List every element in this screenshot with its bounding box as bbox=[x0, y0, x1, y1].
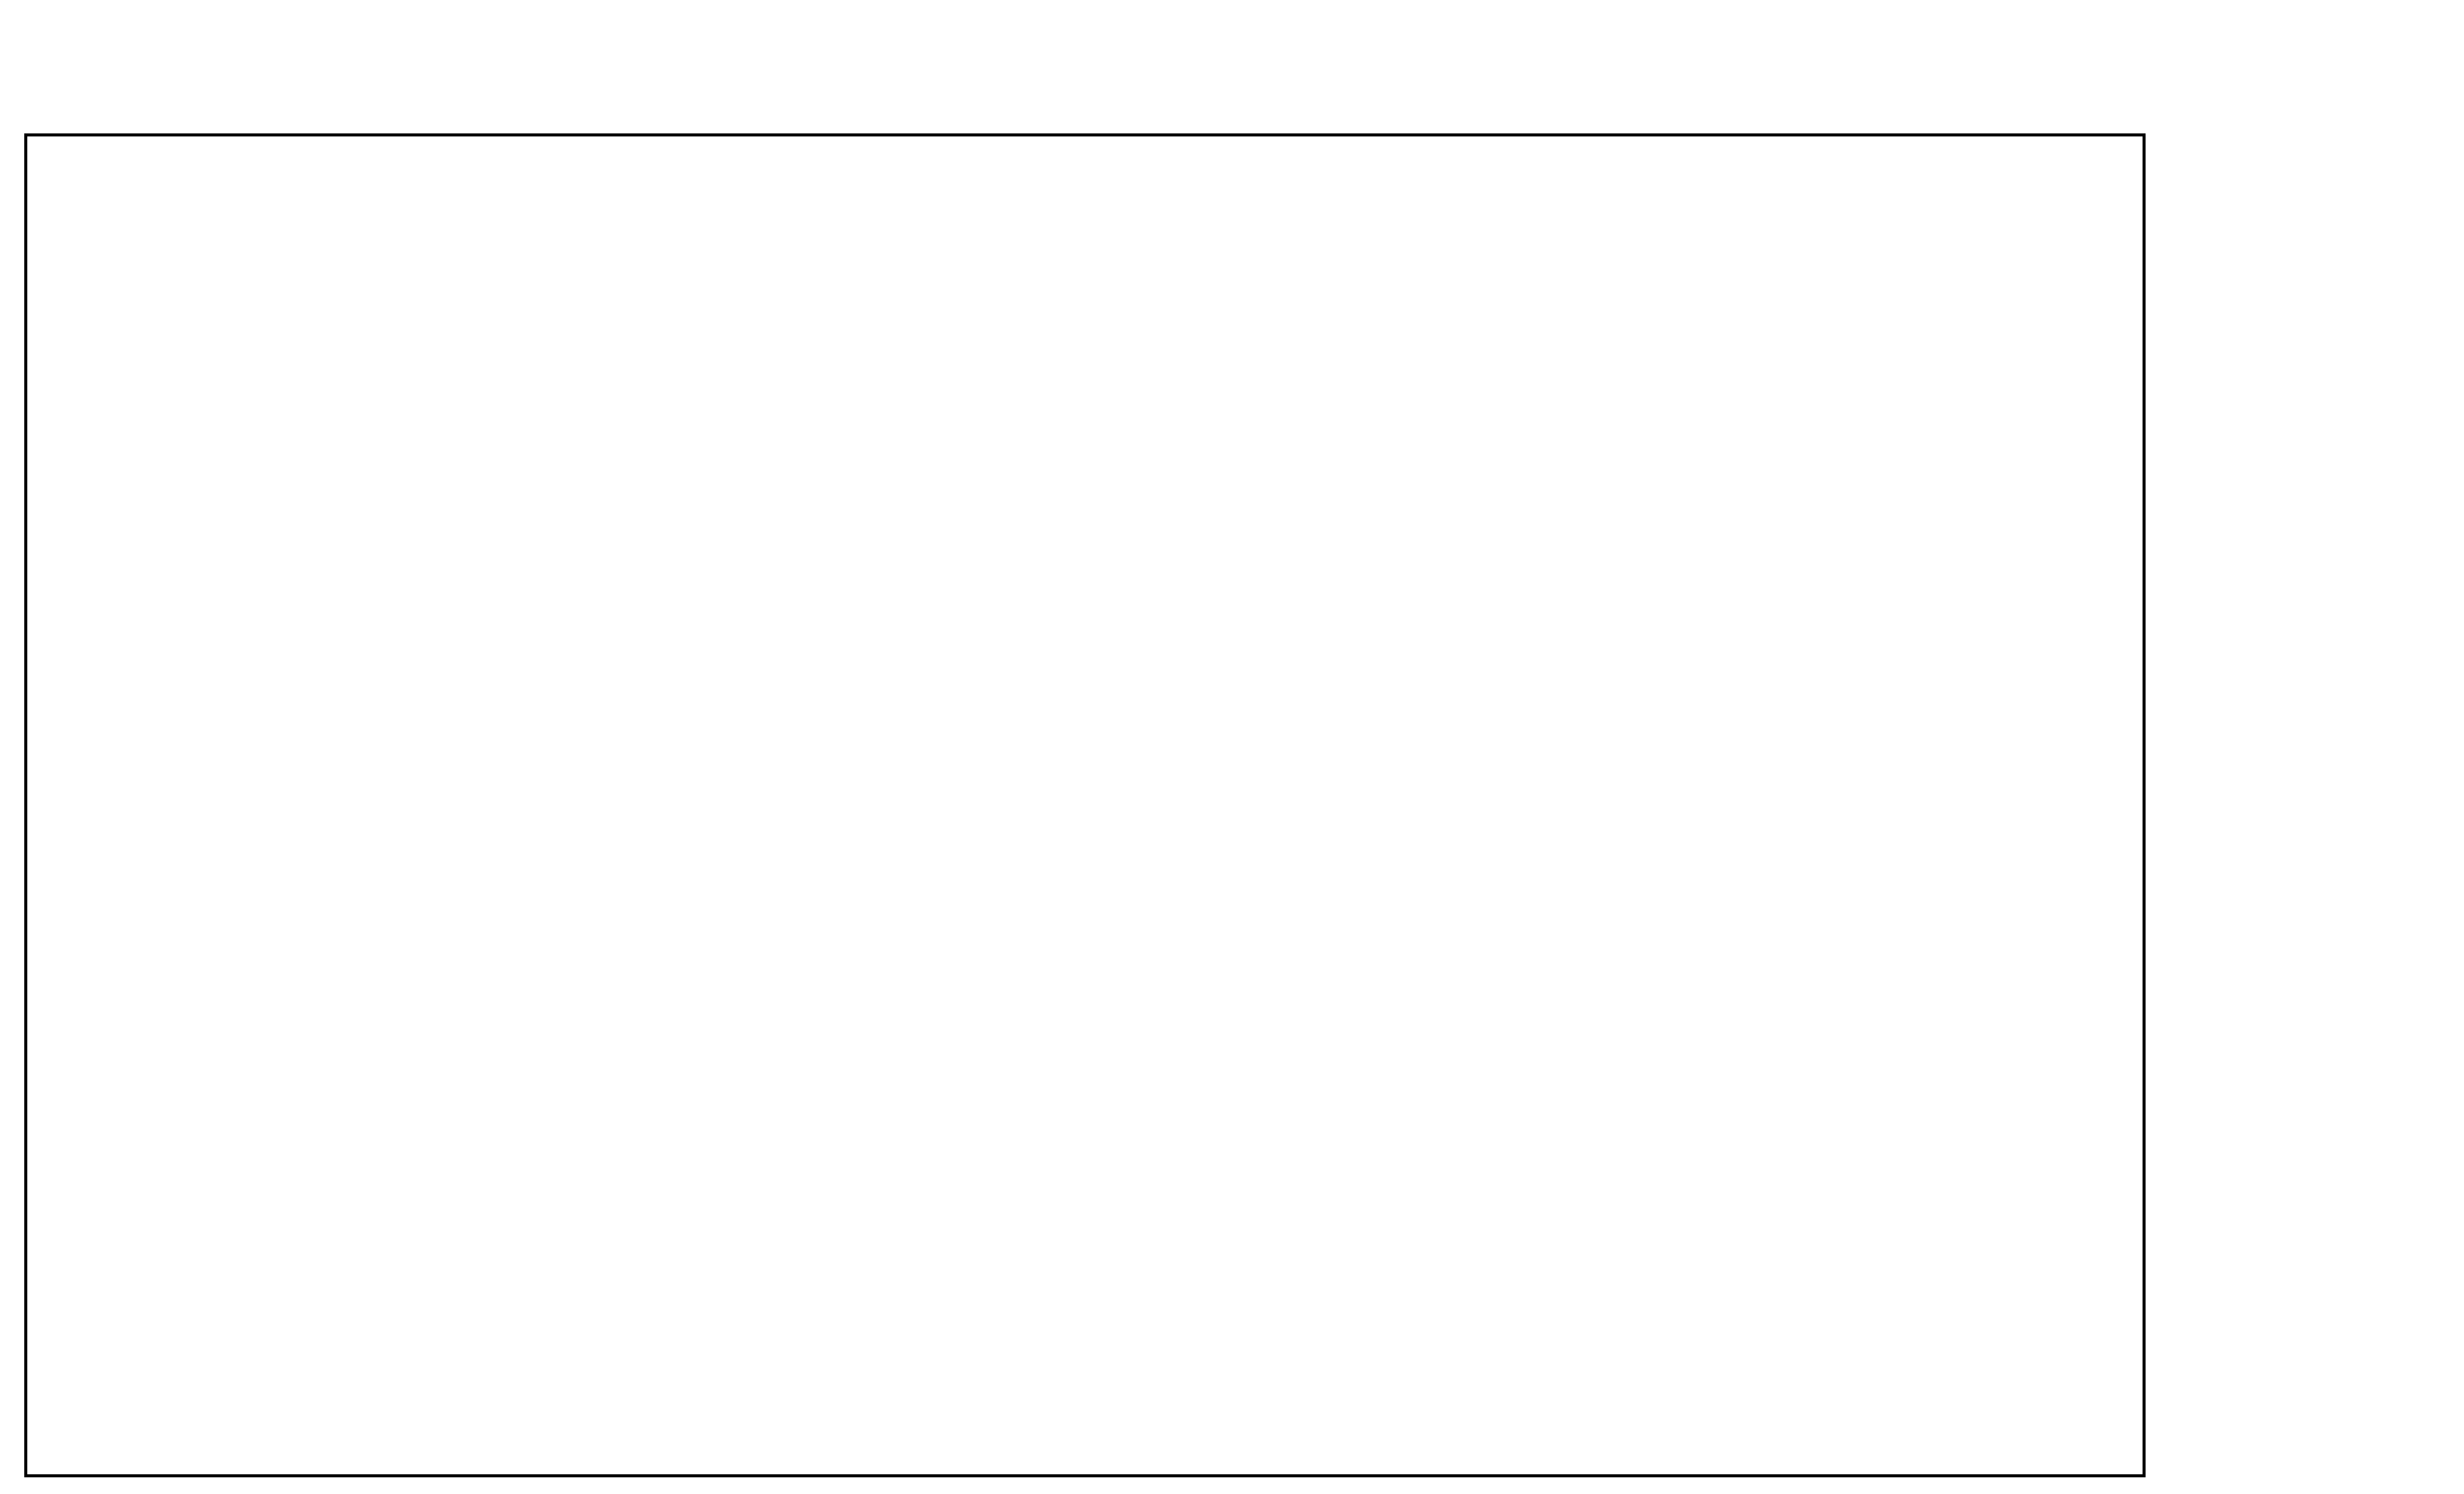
colorbar-scale bbox=[2240, 205, 2460, 1433]
usa-hit-rate-map bbox=[27, 136, 2143, 1474]
colorbar bbox=[2240, 205, 2460, 1433]
map-axes bbox=[24, 133, 2146, 1477]
